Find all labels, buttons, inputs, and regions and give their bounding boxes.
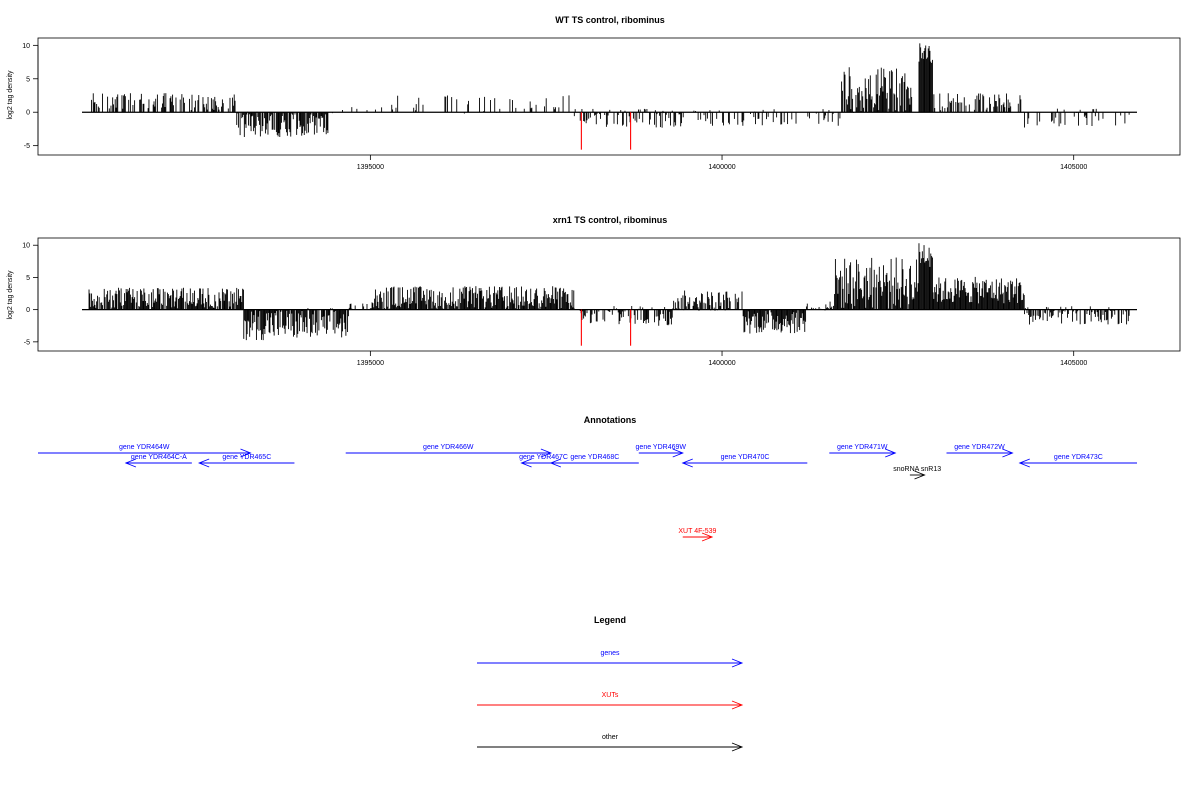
feature-label: gene YDR468C bbox=[570, 454, 619, 461]
legend-item: other bbox=[477, 734, 744, 752]
plot-frame bbox=[37, 37, 1181, 156]
arrow-head bbox=[197, 458, 210, 468]
annotation-feature: gene YDR470C bbox=[681, 454, 808, 468]
y-tick-label: 5 bbox=[26, 275, 30, 282]
feature-label: snoRNA snR13 bbox=[893, 466, 941, 473]
feature-label: gene YDR471W bbox=[837, 444, 888, 451]
legend: Legend genes XUTs other bbox=[477, 615, 744, 752]
feature-label: gene YDR467C bbox=[519, 454, 568, 461]
annotation-feature: gene YDR464W bbox=[38, 444, 252, 458]
panel-title: xrn1 TS control, ribominus bbox=[553, 215, 668, 225]
feature-label: gene YDR464C-A bbox=[131, 454, 187, 461]
annotation-feature: XUT 4F-539 bbox=[678, 528, 717, 542]
panel-xrn1: xrn1 TS control, ribominus log2 tag dens… bbox=[7, 215, 1181, 367]
legend-item-label: other bbox=[602, 734, 619, 741]
legend-arrow-head bbox=[731, 700, 744, 710]
feature-label: gene YDR472W bbox=[954, 444, 1005, 451]
x-tick-label: 1400000 bbox=[708, 360, 735, 367]
annotation-feature: gene YDR467C bbox=[519, 454, 568, 468]
y-axis: -5 0 5 10 bbox=[22, 43, 39, 150]
y-axis-label: log2 tag density bbox=[7, 70, 14, 120]
plot-frame bbox=[37, 237, 1181, 352]
feature-label: gene YDR465C bbox=[222, 454, 271, 461]
annotation-feature: gene YDR472W bbox=[946, 444, 1014, 458]
annotation-feature: gene YDR473C bbox=[1018, 454, 1137, 468]
feature-label: XUT 4F-539 bbox=[678, 528, 716, 535]
x-axis: 1395000 1400000 1405000 bbox=[357, 155, 1087, 171]
annotation-feature: gene YDR469W bbox=[636, 444, 687, 458]
feature-label: gene YDR466W bbox=[423, 444, 474, 451]
legend-item-label: XUTs bbox=[602, 692, 619, 699]
y-tick-label: 5 bbox=[26, 76, 30, 83]
annotation-feature: gene YDR468C bbox=[549, 454, 639, 468]
legend-item: genes bbox=[477, 650, 744, 668]
x-tick-label: 1395000 bbox=[357, 164, 384, 171]
x-tick-label: 1395000 bbox=[357, 360, 384, 367]
legend-arrow-head bbox=[731, 658, 744, 668]
arrow-head bbox=[681, 458, 693, 468]
panel-title: WT TS control, ribominus bbox=[555, 15, 665, 25]
y-tick-label: 10 bbox=[22, 43, 30, 50]
annotation-feature: snoRNA snR13 bbox=[893, 466, 941, 480]
y-tick-label: -5 bbox=[24, 143, 30, 150]
bars bbox=[82, 243, 1137, 346]
x-tick-label: 1400000 bbox=[708, 164, 735, 171]
legend-arrow-head bbox=[731, 742, 744, 752]
arrow-head bbox=[124, 458, 137, 468]
annotation-feature: gene YDR466W bbox=[345, 444, 553, 458]
annotation-feature: gene YDR464C-A bbox=[124, 454, 192, 468]
legend-item-label: genes bbox=[600, 650, 620, 657]
feature-label: gene YDR470C bbox=[721, 454, 770, 461]
arrow-head bbox=[701, 532, 714, 542]
annotation-feature: gene YDR471W bbox=[829, 444, 897, 458]
arrow-head bbox=[520, 458, 532, 468]
legend-items: genes XUTs other bbox=[477, 650, 744, 752]
x-tick-label: 1405000 bbox=[1060, 360, 1087, 367]
y-axis: -5 0 5 10 bbox=[22, 243, 39, 346]
x-axis: 1395000 1400000 1405000 bbox=[357, 351, 1087, 367]
legend-title: Legend bbox=[594, 615, 626, 625]
feature-label: gene YDR464W bbox=[119, 444, 170, 451]
arrow-head bbox=[885, 448, 897, 458]
annotation-features: gene YDR464W gene YDR464C-A gene YDR465C ge… bbox=[38, 444, 1137, 542]
arrow-head bbox=[672, 448, 684, 458]
y-tick-label: -5 bbox=[24, 339, 30, 346]
bars bbox=[82, 43, 1137, 150]
feature-label: gene YDR473C bbox=[1054, 454, 1103, 461]
feature-label: gene YDR469W bbox=[636, 444, 687, 451]
y-tick-label: 10 bbox=[22, 243, 30, 250]
x-tick-label: 1405000 bbox=[1060, 164, 1087, 171]
y-axis-label: log2 tag density bbox=[7, 270, 14, 320]
annotation-feature: gene YDR465C bbox=[197, 454, 295, 468]
y-tick-label: 0 bbox=[26, 307, 30, 314]
arrow-head bbox=[549, 458, 562, 468]
panel-wt: WT TS control, ribominus log2 tag densit… bbox=[7, 15, 1181, 171]
annotations-title: Annotations bbox=[584, 415, 637, 425]
arrow-head bbox=[1002, 448, 1014, 458]
arrow-head bbox=[540, 448, 553, 458]
legend-item: XUTs bbox=[477, 692, 744, 710]
arrow-head bbox=[1018, 458, 1030, 468]
arrow-head bbox=[240, 448, 252, 458]
y-tick-label: 0 bbox=[26, 110, 30, 117]
arrow-head bbox=[914, 470, 926, 480]
